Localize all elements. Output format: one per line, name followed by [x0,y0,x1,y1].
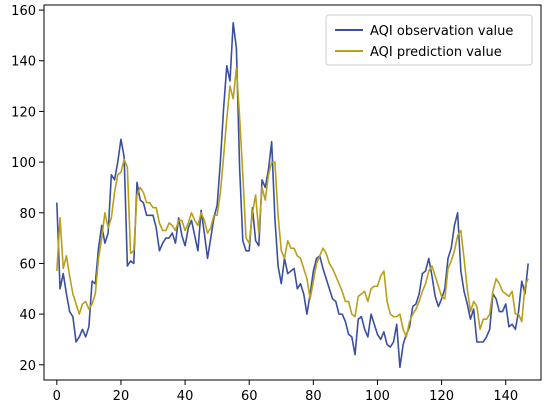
y-tick-label: 120 [11,105,36,120]
x-axis: 0 20 40 60 80 100 120 140 [53,380,518,404]
series-lines [56,21,529,369]
x-tick-label: 80 [305,389,322,404]
x-tick-label: 100 [365,389,390,404]
y-axis: 20 40 60 80 100 120 140 160 [11,4,44,374]
x-tick-label: 60 [241,389,258,404]
x-tick-label: 20 [113,389,130,404]
y-tick-label: 60 [19,257,36,272]
x-tick-label: 40 [177,389,194,404]
y-tick-label: 80 [19,207,36,222]
y-tick-label: 140 [11,55,36,70]
y-tick-label: 160 [11,4,36,19]
x-tick-label: 120 [429,389,454,404]
y-tick-label: 100 [11,156,36,171]
x-tick-label: 140 [493,389,518,404]
legend-box [325,14,533,66]
series-line-prediction [56,67,529,338]
y-tick-label: 40 [19,308,36,323]
x-tick-label: 0 [53,389,61,404]
plot-area [43,4,542,381]
legend: AQI observation value AQI prediction val… [325,14,533,66]
legend-label-prediction: AQI prediction value [370,45,502,60]
legend-label-observation: AQI observation value [370,24,513,39]
y-tick-label: 20 [19,359,36,374]
